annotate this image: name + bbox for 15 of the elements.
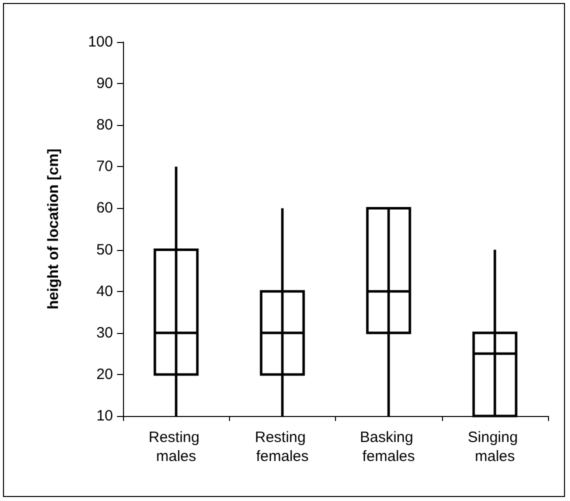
y-tick-label: 10: [96, 408, 113, 424]
x-tick-label: Basking females: [360, 429, 418, 465]
x-tick-label: Resting males: [148, 429, 204, 465]
y-tick-label: 30: [96, 324, 113, 342]
x-tick-label: Resting females: [254, 429, 310, 465]
y-tick-label: 60: [96, 200, 113, 217]
y-tick-label: 40: [96, 282, 113, 300]
y-tick-label: 100: [88, 34, 113, 50]
y-tick-label: 70: [96, 158, 113, 176]
y-tick-label: 20: [96, 366, 113, 383]
y-tick-label: 90: [96, 75, 113, 92]
y-axis-title: height of location [cm]: [45, 148, 62, 310]
x-tick-label: Singing males: [468, 429, 522, 465]
y-tick-label: 50: [96, 241, 113, 258]
y-tick-label: 80: [96, 116, 113, 134]
